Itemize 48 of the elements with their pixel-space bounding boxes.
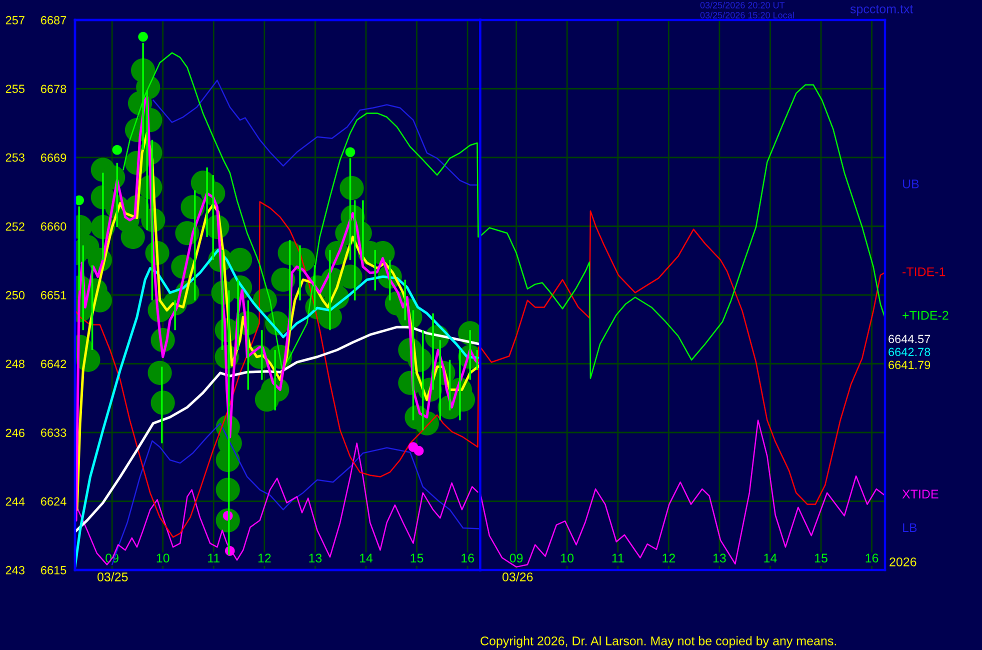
text: 6641.79 [888,360,930,370]
y-tick-label: 6651 [41,291,66,300]
y2-tick-label: 257 [6,16,24,24]
x-tick-label: 14 [360,554,373,562]
y2-tick-label: 252 [6,222,24,231]
x-tick-label: 09 [510,554,523,563]
y-tick-label: 6669 [41,154,66,162]
y2-tick-label: 248 [6,360,24,368]
series-label: XTIDE [902,490,938,498]
y2-tick-label: 244 [6,497,25,506]
x-tick-label: 11 [208,554,220,562]
y2-tick-label: 243 [6,566,24,574]
x-tick-label: 11 [612,554,624,562]
x-tick-label: 10 [561,554,574,563]
x-tick-label: 12 [258,554,271,562]
y-tick-label: 6633 [41,428,66,437]
series-label: -TIDE-1 [902,267,946,276]
text: 6642.78 [888,348,930,356]
text: 2026 [890,558,916,566]
y-tick-label: 6624 [41,497,66,506]
x-tick-label: 15 [815,554,828,563]
text: 03/26 [502,572,533,582]
y-tick-label: 6642 [41,360,66,368]
text: LB [903,523,917,532]
text: 03/25 [97,572,128,582]
y-tick-label: 6615 [41,566,66,574]
text: UB [902,180,919,188]
x-tick-label: 13 [713,554,726,563]
x-tick-label: 15 [410,554,424,563]
text: 03/25/2026 15:20 Local [700,12,794,18]
x-tick-label: 10 [156,554,170,563]
x-tick-label: 16 [866,554,878,563]
text: 03/25/2026 20:20 UT [700,2,785,8]
text: Copyright 2026, Dr. Al Larson. May not be copied by any means. [480,636,836,648]
y-tick-label: 6687 [41,16,66,24]
text: spcctom.txt [850,5,914,16]
y-tick-label: 6660 [41,222,66,231]
y2-tick-label: 255 [6,84,25,94]
x-tick-label: 12 [662,554,675,562]
text: 6644.57 [888,334,930,344]
x-tick-label: 14 [764,554,777,562]
y-tick-label: 6678 [41,84,66,94]
y2-tick-label: 253 [6,153,24,162]
y2-tick-label: 250 [6,291,25,300]
x-tick-label: 16 [462,554,474,563]
series-label: +TIDE-2 [902,310,948,320]
y2-tick-label: 246 [6,428,24,438]
x-tick-label: 13 [309,554,322,563]
